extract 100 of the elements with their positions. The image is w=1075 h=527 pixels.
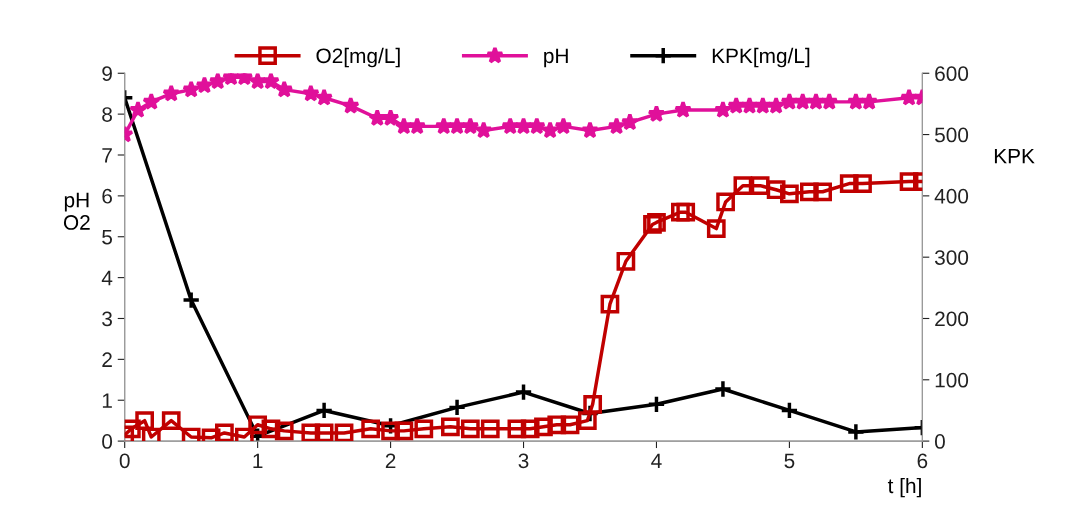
point bbox=[583, 394, 603, 414]
legend-label: O2[mg/L] bbox=[316, 47, 400, 68]
y-tick-label: 8 bbox=[102, 107, 112, 122]
y-tick-label: 5 bbox=[102, 229, 113, 245]
point bbox=[560, 415, 580, 435]
point bbox=[616, 251, 636, 271]
y2-tick-label: 300 bbox=[934, 250, 969, 265]
x-tick-label: 6 bbox=[917, 453, 928, 469]
x-tick-label: 0 bbox=[119, 453, 130, 469]
point bbox=[314, 401, 334, 420]
y-tick-label: 4 bbox=[101, 270, 113, 286]
x-tick-label: 2 bbox=[385, 453, 396, 468]
point bbox=[527, 117, 546, 135]
y-axis-title: pH O2 bbox=[63, 192, 90, 230]
point bbox=[142, 92, 161, 110]
point bbox=[839, 174, 859, 193]
point bbox=[899, 172, 919, 191]
point bbox=[520, 419, 540, 439]
point bbox=[853, 174, 872, 193]
point bbox=[580, 121, 599, 139]
point bbox=[507, 419, 527, 439]
y-tick-label: 9 bbox=[102, 66, 112, 82]
y-tick-label: 7 bbox=[102, 148, 112, 163]
point bbox=[647, 394, 666, 414]
y2-axis-title: KPK bbox=[994, 148, 1035, 164]
point bbox=[713, 379, 733, 399]
point bbox=[514, 382, 533, 402]
point bbox=[441, 417, 460, 437]
point bbox=[394, 421, 414, 441]
point bbox=[860, 92, 879, 110]
point bbox=[275, 80, 294, 98]
point bbox=[474, 121, 493, 139]
point bbox=[274, 421, 294, 441]
point bbox=[671, 202, 690, 222]
point bbox=[753, 96, 772, 114]
point bbox=[314, 423, 334, 442]
point bbox=[647, 213, 666, 232]
point bbox=[182, 80, 201, 98]
point bbox=[733, 176, 753, 196]
point bbox=[813, 182, 833, 202]
y-tick-label: 0 bbox=[102, 434, 113, 449]
point bbox=[408, 117, 427, 135]
legend-label: pH bbox=[544, 48, 568, 68]
point bbox=[846, 422, 866, 442]
point bbox=[767, 96, 786, 114]
point bbox=[460, 419, 480, 439]
point bbox=[434, 117, 453, 135]
point bbox=[248, 73, 267, 90]
point bbox=[554, 117, 573, 135]
x-tick-label: 3 bbox=[518, 453, 529, 469]
x-tick-label: 4 bbox=[651, 453, 662, 468]
point bbox=[577, 411, 597, 431]
y2-tick-label: 200 bbox=[935, 311, 969, 327]
point bbox=[208, 73, 227, 90]
y-tick-label: 1 bbox=[102, 393, 112, 408]
point bbox=[799, 182, 819, 202]
point bbox=[676, 202, 696, 222]
point bbox=[128, 100, 147, 118]
point bbox=[713, 100, 732, 118]
x-tick-label: 1 bbox=[253, 453, 263, 468]
point bbox=[716, 192, 735, 212]
point bbox=[361, 419, 381, 439]
point bbox=[448, 117, 467, 135]
x-tick-label: 5 bbox=[784, 453, 795, 469]
point bbox=[706, 219, 726, 238]
y2-tick-label: 0 bbox=[934, 434, 945, 449]
y2-tick-label: 500 bbox=[934, 127, 969, 143]
legend-label: KPK[mg/L] bbox=[712, 47, 810, 68]
point bbox=[161, 411, 181, 431]
point bbox=[315, 88, 334, 106]
point bbox=[514, 117, 533, 135]
point bbox=[780, 401, 799, 420]
point bbox=[381, 421, 400, 441]
point bbox=[647, 104, 666, 123]
point bbox=[261, 419, 281, 439]
point bbox=[301, 423, 321, 442]
point bbox=[780, 184, 799, 204]
point bbox=[341, 96, 360, 114]
point bbox=[541, 121, 560, 139]
point bbox=[334, 423, 354, 442]
point bbox=[414, 419, 434, 439]
y2-tick-label: 400 bbox=[934, 188, 969, 204]
point bbox=[750, 176, 770, 196]
y2-tick-label: 600 bbox=[935, 66, 969, 82]
point bbox=[447, 398, 467, 417]
y-tick-label: 2 bbox=[102, 352, 112, 367]
y2-tick-label: 100 bbox=[935, 372, 969, 388]
point bbox=[534, 417, 553, 437]
point bbox=[135, 411, 155, 431]
point bbox=[674, 100, 693, 118]
point bbox=[501, 117, 520, 135]
point bbox=[181, 290, 201, 310]
y-tick-label: 6 bbox=[102, 188, 112, 204]
point bbox=[195, 76, 214, 94]
point bbox=[394, 117, 413, 135]
point bbox=[480, 419, 500, 439]
y-tick-label: 3 bbox=[102, 311, 112, 327]
point bbox=[620, 112, 639, 131]
point bbox=[607, 117, 626, 135]
point bbox=[600, 294, 620, 314]
